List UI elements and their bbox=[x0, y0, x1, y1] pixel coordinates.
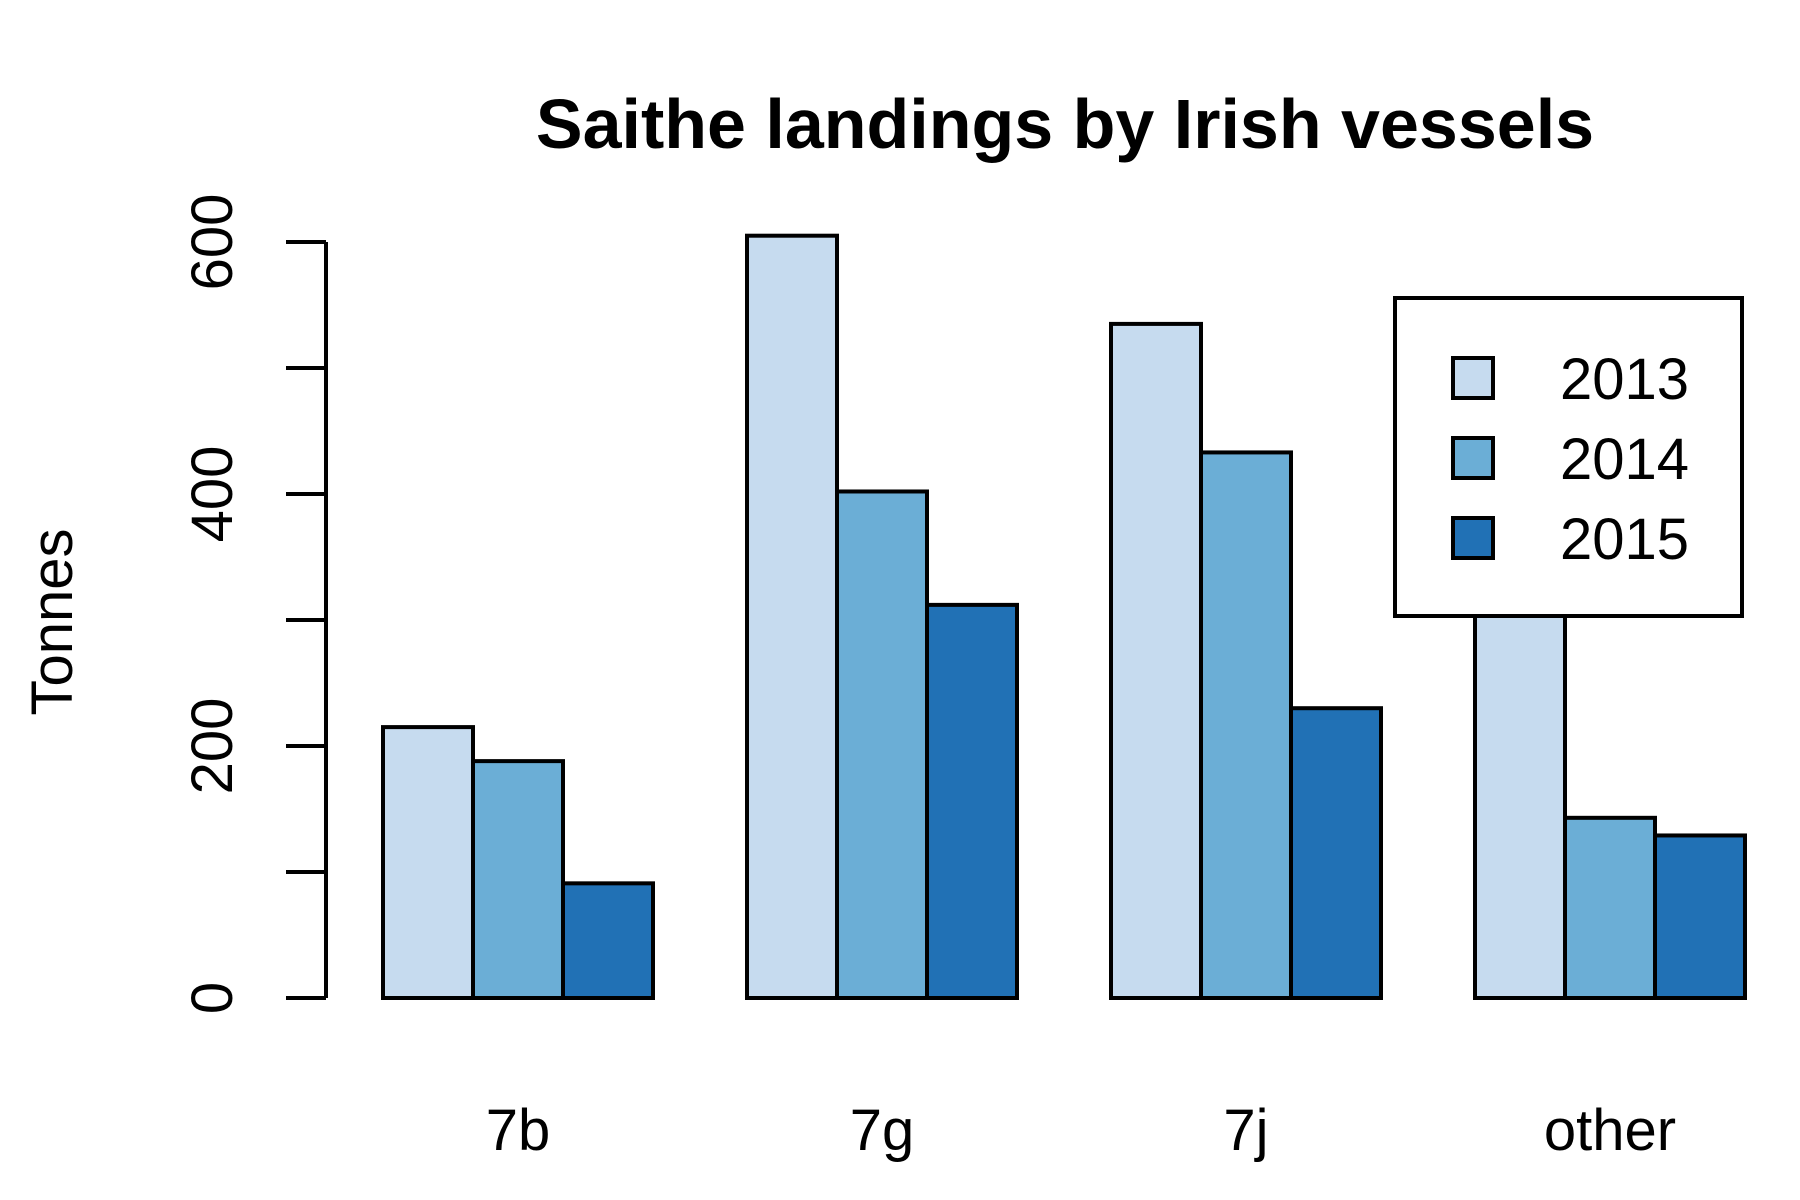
legend-label-2014: 2014 bbox=[1560, 427, 1689, 492]
x-tick-label: 7j bbox=[1223, 1098, 1268, 1163]
x-tick-label: 7g bbox=[850, 1098, 915, 1163]
legend-label-2013: 2013 bbox=[1560, 347, 1689, 412]
legend-swatch-2015 bbox=[1451, 516, 1495, 560]
x-tick-label: other bbox=[1544, 1098, 1676, 1163]
bar-7j-2013 bbox=[1109, 321, 1203, 1000]
bar-7b-2013 bbox=[381, 725, 475, 1000]
y-tick-label: 0 bbox=[180, 982, 245, 1014]
bar-7g-2015 bbox=[925, 602, 1019, 1000]
legend: 2013 2014 2015 bbox=[1393, 296, 1744, 618]
bar-other-2015 bbox=[1653, 833, 1747, 1001]
bars bbox=[381, 233, 1747, 1001]
y-axis-label: Tonnes bbox=[20, 528, 85, 715]
bar-other-2014 bbox=[1563, 815, 1657, 1000]
bar-7b-2014 bbox=[471, 759, 565, 1000]
legend-swatch-2013 bbox=[1451, 356, 1495, 400]
bar-7g-2013 bbox=[745, 233, 839, 1000]
y-tick-label: 200 bbox=[180, 698, 245, 795]
bar-7b-2015 bbox=[561, 881, 655, 1001]
x-axis-labels: 7b 7g 7j other bbox=[486, 1098, 1676, 1163]
legend-label-2015: 2015 bbox=[1560, 507, 1689, 572]
bar-7j-2015 bbox=[1289, 706, 1383, 1000]
y-tick-label: 600 bbox=[180, 194, 245, 291]
chart-title: Saithe landings by Irish vessels bbox=[536, 85, 1594, 163]
legend-swatch-2014 bbox=[1451, 436, 1495, 480]
x-tick-label: 7b bbox=[486, 1098, 551, 1163]
y-axis: 0 200 400 600 bbox=[180, 194, 328, 1014]
y-tick-label: 400 bbox=[180, 446, 245, 543]
bar-7j-2014 bbox=[1199, 450, 1293, 1001]
bar-7g-2014 bbox=[835, 489, 929, 1000]
